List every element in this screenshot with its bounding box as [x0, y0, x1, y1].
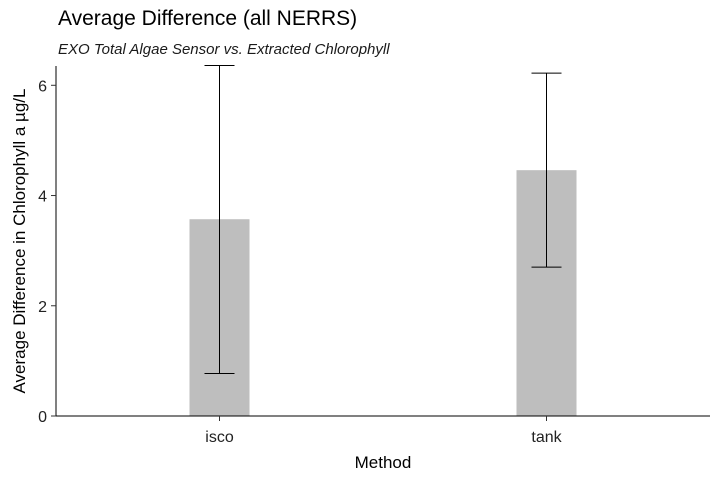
bars-layer [189, 170, 577, 416]
x-axis-title: Method [355, 453, 412, 472]
y-ticks: 0 2 4 6 [38, 78, 56, 426]
y-tick-label: 0 [38, 409, 47, 426]
y-tick-label: 2 [38, 299, 47, 316]
x-tick-label: isco [205, 429, 234, 446]
error-bar-tank [531, 72, 562, 268]
y-axis-title: Average Difference in Chlorophyll a µg/L [10, 89, 29, 394]
x-ticks: isco tank [205, 416, 563, 446]
chart-subtitle: EXO Total Algae Sensor vs. Extracted Chl… [58, 41, 390, 58]
y-tick-label: 6 [38, 78, 47, 95]
error-bar-isco [204, 64, 235, 375]
x-tick-label: tank [531, 429, 562, 446]
error-bars-layer [204, 64, 562, 375]
y-tick-label: 4 [38, 189, 47, 206]
chart-title: Average Difference (all NERRS) [58, 7, 358, 30]
